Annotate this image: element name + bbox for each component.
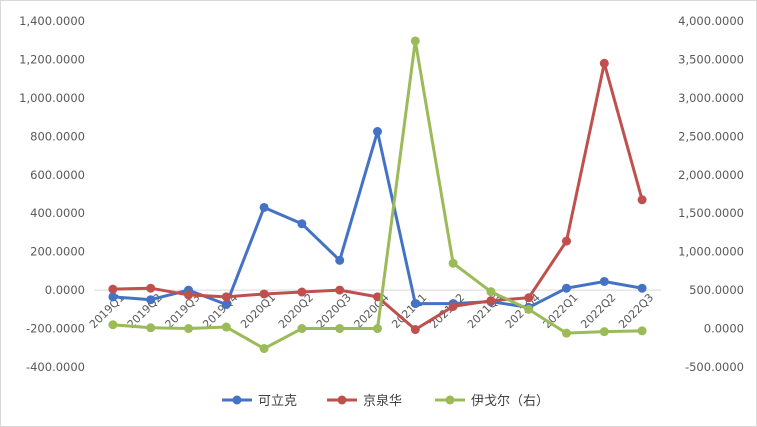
data-point <box>448 258 458 268</box>
data-point <box>221 300 231 310</box>
data-point <box>373 324 382 334</box>
data-point <box>562 328 571 338</box>
right-tick-label: 3,500.0000 <box>678 52 744 66</box>
left-tick-label: -400.0000 <box>26 360 85 374</box>
right-tick-label: 0.0000 <box>704 322 744 336</box>
category-label: 2022Q3 <box>616 291 656 331</box>
left-tick-label: 200.0000 <box>30 245 85 259</box>
data-point <box>297 219 307 229</box>
data-point <box>373 127 382 137</box>
data-point <box>637 283 647 293</box>
data-point <box>335 255 345 265</box>
data-point <box>146 295 156 305</box>
data-point <box>108 292 118 302</box>
data-point <box>335 285 345 295</box>
data-point <box>335 324 345 334</box>
series-line <box>111 130 644 309</box>
data-point <box>146 323 156 333</box>
data-point <box>297 287 307 297</box>
right-y-axis: -500.0000 0.0000 500.0000 1,000.0000 1,500.0… <box>678 14 744 374</box>
legend-swatch-marker <box>445 395 455 405</box>
data-point <box>373 292 382 302</box>
data-point <box>524 293 534 303</box>
left-tick-label: 1,200.0000 <box>19 52 85 66</box>
data-point <box>184 290 193 300</box>
data-point <box>599 327 609 337</box>
right-tick-label: 2,000.0000 <box>678 168 744 182</box>
data-point <box>562 236 571 246</box>
left-tick-label: 1,000.0000 <box>19 91 85 105</box>
left-y-axis: -400.0000 -200.0000 0.0000 200.0000 400.0000… <box>19 14 85 374</box>
legend-item: 可立克 <box>222 394 297 409</box>
data-point <box>297 324 307 334</box>
right-tick-label: 4,000.0000 <box>678 14 744 28</box>
left-tick-label: 800.0000 <box>30 129 85 143</box>
data-point <box>108 284 118 294</box>
right-tick-label: 2,500.0000 <box>678 129 744 143</box>
data-point <box>637 326 647 336</box>
right-tick-label: 500.0000 <box>689 283 744 297</box>
data-point <box>184 324 193 334</box>
series-layer <box>108 36 647 354</box>
right-tick-label: 3,000.0000 <box>678 91 744 105</box>
data-point <box>486 296 496 306</box>
category-label: 2020Q2 <box>276 291 316 331</box>
legend: 可立克 京泉华 伊戈尔（右） <box>222 393 549 409</box>
data-point <box>221 322 231 332</box>
data-point <box>599 276 609 286</box>
left-tick-label: -200.0000 <box>26 322 85 336</box>
right-tick-label: -500.0000 <box>685 360 744 374</box>
data-point <box>448 301 458 311</box>
data-point <box>259 289 269 299</box>
series-left <box>108 127 647 312</box>
data-point <box>410 299 420 309</box>
legend-label: 可立克 <box>258 394 297 409</box>
data-point <box>146 283 156 293</box>
series-left <box>108 58 647 335</box>
category-label: 2022Q2 <box>578 291 618 331</box>
right-tick-label: 1,000.0000 <box>678 245 744 259</box>
data-point <box>259 344 269 354</box>
left-tick-label: 1,400.0000 <box>19 14 85 28</box>
legend-label: 伊戈尔（右） <box>471 394 549 409</box>
data-point <box>410 325 420 335</box>
data-point <box>599 58 609 68</box>
legend-swatch-marker <box>337 395 347 405</box>
data-point <box>637 195 647 205</box>
left-tick-label: 400.0000 <box>30 206 85 220</box>
data-point <box>486 287 496 297</box>
data-point <box>259 202 269 212</box>
category-label: 2019Q3 <box>163 291 203 331</box>
data-point <box>221 292 231 302</box>
category-label: 2020Q1 <box>238 291 278 331</box>
legend-swatch-marker <box>232 395 242 405</box>
legend-item: 伊戈尔（右） <box>435 394 549 409</box>
right-tick-label: 1,500.0000 <box>678 206 744 220</box>
data-point <box>562 283 571 293</box>
legend-label: 京泉华 <box>363 393 402 409</box>
data-point <box>410 36 420 46</box>
series-right <box>108 36 647 354</box>
data-point <box>108 320 118 330</box>
left-tick-label: 0.0000 <box>45 283 85 297</box>
category-label: 2020Q3 <box>314 291 354 331</box>
data-point <box>524 304 534 314</box>
left-tick-label: 600.0000 <box>30 168 85 182</box>
legend-item: 京泉华 <box>327 393 402 409</box>
